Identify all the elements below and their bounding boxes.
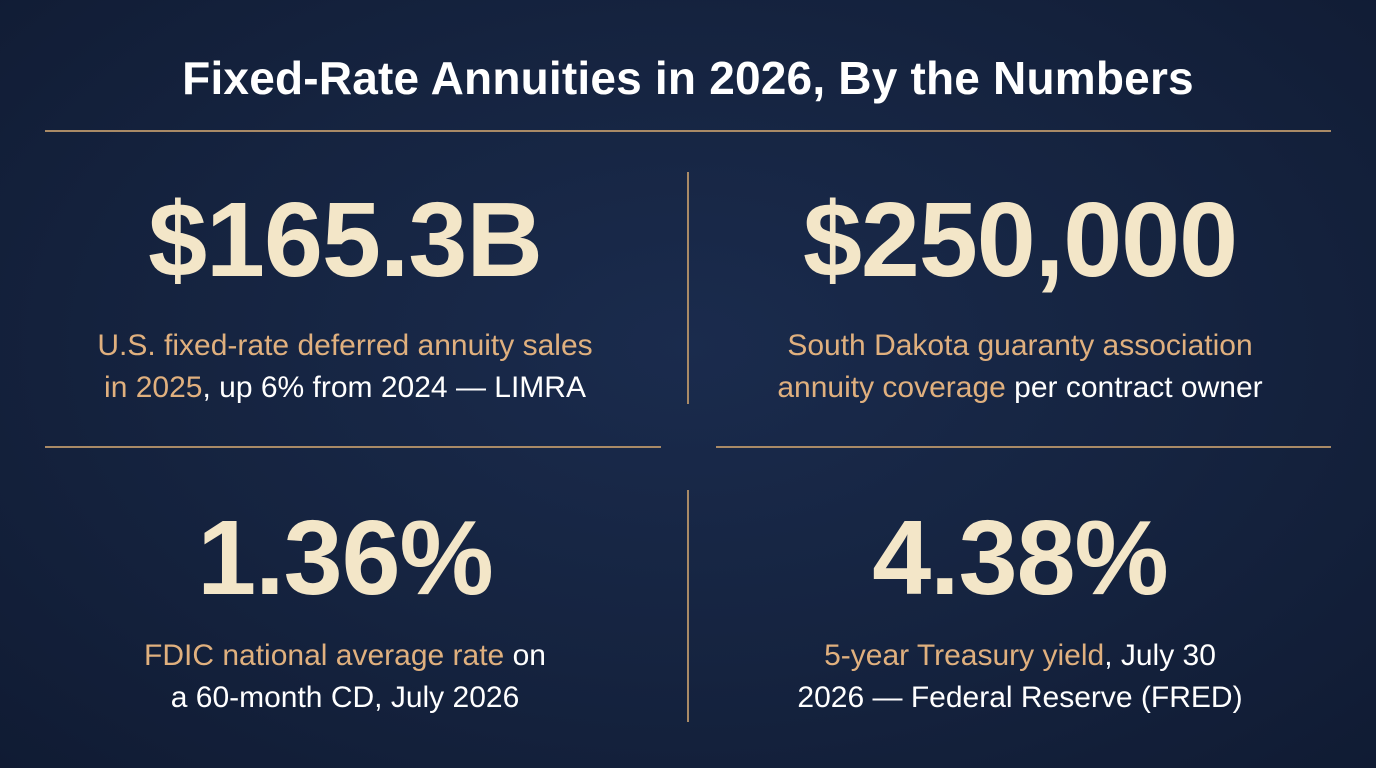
caption-line: South Dakota guaranty association — [700, 325, 1340, 367]
caption-line: 5-year Treasury yield, July 30 — [700, 635, 1340, 677]
caption-line: U.S. fixed-rate deferred annuity sales — [25, 325, 665, 367]
caption-highlight: 5-year Treasury yield — [824, 639, 1105, 672]
caption-text: , July 30 — [1104, 639, 1216, 672]
stat-caption: 5-year Treasury yield, July 30 2026 — Fe… — [700, 635, 1340, 719]
title-divider — [45, 130, 1331, 132]
caption-line: annuity coverage per contract owner — [700, 367, 1340, 409]
left-middle-divider — [45, 446, 661, 448]
right-middle-divider — [716, 446, 1331, 448]
stat-guaranty-coverage: $250,000 South Dakota guaranty associati… — [700, 180, 1340, 409]
stat-annuity-sales: $165.3B U.S. fixed-rate deferred annuity… — [25, 180, 665, 409]
caption-highlight: South Dakota guaranty association — [787, 329, 1253, 362]
top-vertical-divider — [687, 172, 689, 404]
caption-highlight: FDIC national average rate — [144, 639, 505, 672]
caption-text: on — [504, 639, 546, 672]
caption-highlight: U.S. fixed-rate deferred annuity sales — [97, 329, 593, 362]
stat-caption: U.S. fixed-rate deferred annuity sales i… — [25, 325, 665, 409]
stat-value: 1.36% — [197, 499, 494, 617]
stat-caption: FDIC national average rate on a 60-month… — [25, 635, 665, 719]
bottom-vertical-divider — [687, 490, 689, 722]
caption-line: in 2025, up 6% from 2024 — LIMRA — [25, 367, 665, 409]
caption-highlight: annuity coverage — [777, 371, 1006, 404]
caption-line: FDIC national average rate on — [25, 635, 665, 677]
stat-cd-rate: 1.36% FDIC national average rate on a 60… — [25, 498, 665, 719]
stat-treasury-yield: 4.38% 5-year Treasury yield, July 30 202… — [700, 498, 1340, 719]
stat-caption: South Dakota guaranty association annuit… — [700, 325, 1340, 409]
caption-text: a 60-month CD, July 2026 — [170, 681, 520, 714]
caption-text: , up 6% from 2024 — LIMRA — [202, 371, 586, 404]
caption-text: per contract owner — [1005, 371, 1263, 404]
caption-highlight: in 2025 — [104, 371, 203, 404]
stat-value: $250,000 — [802, 181, 1238, 299]
caption-text: 2026 — Federal Reserve (FRED) — [797, 681, 1243, 714]
caption-line: a 60-month CD, July 2026 — [25, 677, 665, 719]
infographic-title: Fixed-Rate Annuities in 2026, By the Num… — [182, 52, 1194, 104]
stat-value: 4.38% — [872, 499, 1169, 617]
stat-value: $165.3B — [148, 181, 543, 299]
caption-line: 2026 — Federal Reserve (FRED) — [700, 677, 1340, 719]
